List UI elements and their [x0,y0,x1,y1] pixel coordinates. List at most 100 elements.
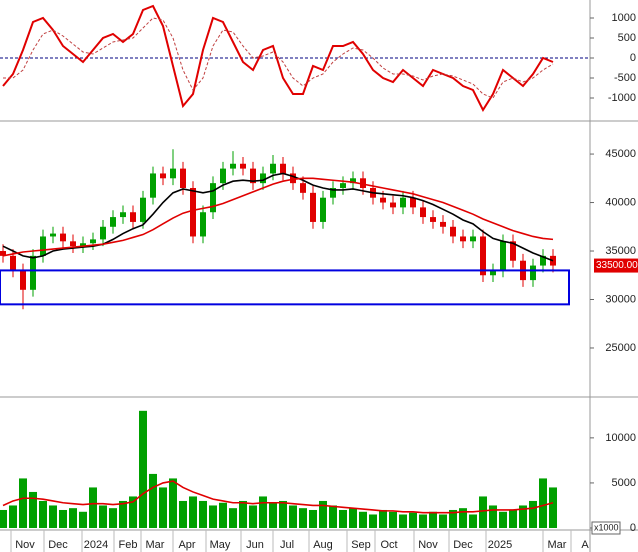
x-tick-label: 2025 [488,539,512,551]
volume-bar [79,511,87,528]
volume-bar [499,511,507,528]
candle-body [270,163,276,174]
volume-bar [119,500,127,528]
volume-bar [379,509,387,528]
volume-bar [279,500,287,528]
volume-bar [409,512,417,528]
volume-bar [399,514,407,528]
x-tick-label: May [210,539,231,551]
x-tick-label: Dec [453,539,473,551]
x-tick-label: Mar [146,539,165,551]
candle-body [150,173,156,198]
candle-body [180,168,186,188]
candle-body [70,241,76,247]
candle-body [340,183,346,188]
oscillator-line [3,17,554,99]
x-tick-label: Dec [48,539,68,551]
candle-body [440,221,446,227]
volume-bar [329,505,337,528]
y-tick-label: 10000 [605,432,636,444]
y-tick-label: 40000 [605,196,636,208]
volume-bar [99,505,107,528]
volume-bar [489,505,497,528]
x-tick-label: Aug [313,539,333,551]
moving-average [2,172,554,262]
candle-body [460,236,466,242]
y-tick-label: -1000 [608,92,636,104]
candle-body [250,168,256,184]
candle-body [240,163,246,169]
y-tick-label: 5000 [612,477,636,489]
volume-bar [359,511,367,528]
candle-body [350,178,356,184]
volume-bar [449,509,457,528]
x-tick-label: Feb [119,539,138,551]
candle-body [530,265,536,281]
last-price-label: 33500.00 [596,260,638,271]
volume-bar [199,500,207,528]
unit-box [591,521,621,535]
volume-bar [429,511,437,528]
volume-bar [469,514,477,528]
candle-body [0,251,6,256]
candle-body [280,163,286,174]
candle-body [110,217,116,227]
candle-body [160,173,166,179]
candle-body [390,202,396,208]
volume-bar [299,508,307,528]
x-tick-label: Apr [178,539,195,551]
candle-body [300,183,306,193]
x-tick-label: Jun [246,539,264,551]
volume-bar [369,514,377,528]
volume-bar [209,505,217,528]
volume-bar [59,509,67,528]
candle-body [410,197,416,208]
volume-bar [549,487,557,528]
candle-body [210,183,216,213]
candle-body [80,243,86,247]
candle-body [420,207,426,218]
volume-bar [259,496,267,528]
volume-bar [9,505,17,528]
candle-body [540,255,546,266]
candle-body [120,212,126,218]
volume-bar [159,487,167,528]
candle-body [260,173,266,184]
candle-body [470,236,476,242]
candle-body [380,197,386,203]
oscillator-line [2,4,554,113]
x-tick-label: Nov [418,539,438,551]
volume-bar [149,473,157,528]
x-tick-label: Jul [280,539,294,551]
candle-body [190,187,196,237]
volume-bar [339,509,347,528]
candle-body [500,241,506,271]
volume-bar [519,505,527,528]
volume-bar [439,514,447,528]
last-price-box [594,258,638,273]
volume-bar [179,500,187,528]
volume-bar [239,500,247,528]
x-tick-label: Mar [548,539,567,551]
candle-body [220,168,226,184]
volume-bar [539,478,547,528]
volume-bar [129,496,137,528]
volume-bar [19,478,27,528]
volume-bar [509,509,517,528]
y-tick-label: 45000 [605,148,636,160]
volume-bar [139,410,147,528]
volume-bar [289,505,297,528]
candle-body [490,270,496,276]
candle-body [30,255,36,290]
highlight-box [0,269,570,306]
volume-bar [269,502,277,528]
volume-bar [49,505,57,528]
volume-average [2,480,554,514]
volume-bar [89,487,97,528]
volume-bar [479,496,487,528]
candle-body [130,212,136,222]
volume-bar [109,508,117,528]
candle-body [510,241,516,261]
volume-bar [29,491,37,528]
